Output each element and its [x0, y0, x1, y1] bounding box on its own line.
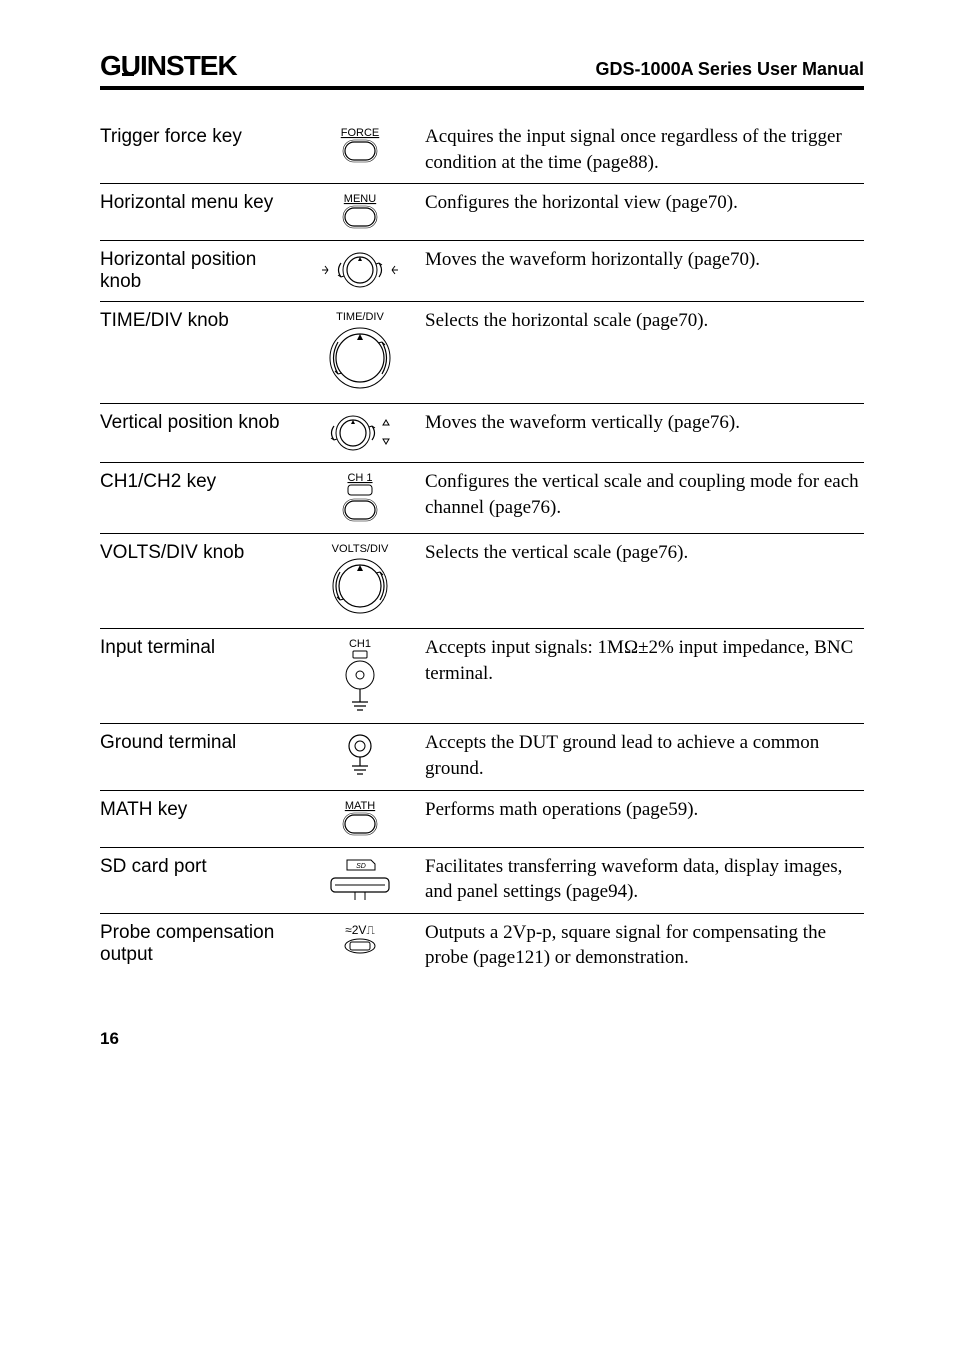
table-row: Input terminal CH1 Accepts input signals…: [100, 629, 864, 724]
ground-terminal-icon: [295, 730, 425, 780]
table-row: Probe compensation output ≈2V⎍ Outputs a…: [100, 914, 864, 979]
table-row: MATH key MATH Performs math operations (…: [100, 791, 864, 848]
panel-table: Trigger force key FORCE Acquires the inp…: [100, 118, 864, 979]
icon-label: VOLTS/DIV: [332, 543, 389, 555]
item-label: Ground terminal: [100, 730, 295, 754]
sd-port-icon: SD: [295, 854, 425, 904]
item-label: Vertical position knob: [100, 410, 295, 434]
table-row: Trigger force key FORCE Acquires the inp…: [100, 118, 864, 184]
icon-label: ≈2V⎍: [345, 923, 375, 937]
manual-title: GDS-1000A Series User Manual: [596, 59, 864, 80]
item-label: MATH key: [100, 797, 295, 821]
voltsdiv-knob-icon: VOLTS/DIV: [295, 540, 425, 620]
item-desc: Performs math operations (page59).: [425, 797, 864, 823]
force-key-icon: FORCE: [295, 124, 425, 166]
item-label: Probe compensation output: [100, 920, 295, 966]
item-desc: Moves the waveform horizontally (page70)…: [425, 247, 864, 273]
probe-comp-icon: ≈2V⎍: [295, 920, 425, 958]
ch-key-icon: CH 1: [295, 469, 425, 525]
item-label: Trigger force key: [100, 124, 295, 148]
timediv-knob-icon: TIME/DIV: [295, 308, 425, 395]
item-desc: Configures the horizontal view (page70).: [425, 190, 864, 216]
table-row: Horizontal menu key MENU Configures the …: [100, 184, 864, 241]
item-label: TIME/DIV knob: [100, 308, 295, 332]
page-header: GUINSTEK GDS-1000A Series User Manual: [100, 50, 864, 90]
icon-label: MENU: [344, 193, 376, 205]
item-desc: Accepts input signals: 1MΩ±2% input impe…: [425, 635, 864, 686]
icon-label: CH 1: [347, 472, 372, 484]
brand-logo: GUINSTEK: [100, 50, 237, 82]
item-label: Input terminal: [100, 635, 295, 659]
item-desc: Configures the vertical scale and coupli…: [425, 469, 864, 520]
table-row: Horizontal position knob Moves the wavef…: [100, 241, 864, 302]
sd-label: SD: [356, 863, 366, 870]
item-label: Horizontal menu key: [100, 190, 295, 214]
item-label: SD card port: [100, 854, 295, 878]
table-row: CH1/CH2 key CH 1 Configures the vertical…: [100, 463, 864, 534]
icon-label: CH1: [349, 638, 371, 650]
icon-label: FORCE: [341, 127, 380, 139]
item-desc: Acquires the input signal once regardles…: [425, 124, 864, 175]
item-desc: Accepts the DUT ground lead to achieve a…: [425, 730, 864, 781]
input-terminal-icon: CH1: [295, 635, 425, 715]
icon-label: MATH: [345, 800, 375, 812]
item-label: Horizontal position knob: [100, 247, 295, 293]
item-desc: Facilitates transferring waveform data, …: [425, 854, 864, 905]
table-row: Vertical position knob Moves the wavefor…: [100, 404, 864, 463]
item-label: VOLTS/DIV knob: [100, 540, 295, 564]
menu-key-icon: MENU: [295, 190, 425, 232]
page-number: 16: [100, 1029, 864, 1049]
item-desc: Outputs a 2Vp-p, square signal for compe…: [425, 920, 864, 971]
item-label: CH1/CH2 key: [100, 469, 295, 493]
math-key-icon: MATH: [295, 797, 425, 839]
table-row: Ground terminal Accepts the DUT ground l…: [100, 724, 864, 790]
item-desc: Selects the horizontal scale (page70).: [425, 308, 864, 334]
vpos-knob-icon: [295, 410, 425, 454]
icon-label: TIME/DIV: [336, 311, 384, 323]
table-row: SD card port SD Facilitates transferring…: [100, 848, 864, 914]
hpos-knob-icon: [295, 247, 425, 291]
table-row: VOLTS/DIV knob VOLTS/DIV Selects the ver…: [100, 534, 864, 629]
table-row: TIME/DIV knob TIME/DIV Selects the horiz…: [100, 302, 864, 404]
item-desc: Selects the vertical scale (page76).: [425, 540, 864, 566]
item-desc: Moves the waveform vertically (page76).: [425, 410, 864, 436]
